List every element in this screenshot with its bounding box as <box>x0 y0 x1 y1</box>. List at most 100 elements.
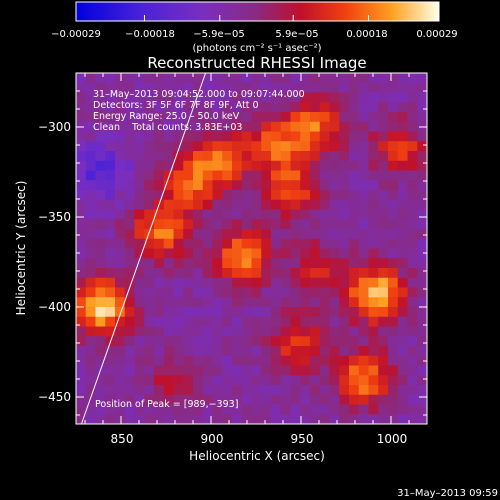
heatmap-cell <box>261 102 272 113</box>
heatmap-cell <box>202 385 214 396</box>
heatmap-cell <box>261 346 272 357</box>
heatmap-cell <box>163 248 175 259</box>
heatmap-cell <box>261 248 272 259</box>
heatmap-cell <box>388 190 399 201</box>
heatmap-cell <box>163 346 175 357</box>
heatmap-cell <box>358 365 370 376</box>
heatmap-cell <box>349 307 360 318</box>
heatmap-cell <box>368 287 379 298</box>
heatmap-cell <box>290 346 301 357</box>
heatmap-cell <box>222 131 233 142</box>
heatmap-cell <box>388 404 399 415</box>
heatmap-cell <box>105 316 116 328</box>
heatmap-cell <box>163 151 175 162</box>
heatmap-cell <box>310 238 321 250</box>
heatmap-cell <box>397 190 409 201</box>
heatmap-cell <box>163 375 175 386</box>
heatmap-cell <box>163 180 175 191</box>
heatmap-cell <box>407 287 418 298</box>
heatmap-cell <box>232 238 243 250</box>
heatmap-cell <box>232 258 243 269</box>
heatmap-cell <box>368 297 379 308</box>
heatmap-cell <box>339 287 350 298</box>
heatmap-cell <box>261 326 272 337</box>
heatmap-cell <box>85 170 97 181</box>
heatmap-cell <box>280 238 292 250</box>
heatmap-cell <box>202 326 214 337</box>
heatmap-cell <box>163 229 175 240</box>
heatmap-cell <box>319 92 331 103</box>
heatmap-cell <box>134 365 145 376</box>
heatmap-cell <box>95 102 106 113</box>
heatmap-cell <box>417 141 427 152</box>
heatmap-cell <box>290 394 301 406</box>
heatmap-cell <box>193 102 204 113</box>
heatmap-cell <box>134 258 145 269</box>
heatmap-cell <box>222 394 233 406</box>
heatmap-cell <box>124 287 136 298</box>
heatmap-cell <box>241 336 253 347</box>
heatmap-cell <box>251 385 262 396</box>
heatmap-cell <box>319 102 331 113</box>
heatmap-cell <box>144 326 155 337</box>
heatmap-cell <box>212 131 223 142</box>
heatmap-cell <box>144 375 155 386</box>
heatmap-cell <box>202 121 214 133</box>
heatmap-cell <box>368 229 379 240</box>
heatmap-cell <box>251 346 262 357</box>
heatmap-cell <box>319 307 331 318</box>
heatmap-cell <box>134 316 145 328</box>
heatmap-cell <box>280 346 292 357</box>
heatmap-cell <box>310 248 321 259</box>
heatmap-cell <box>339 336 350 347</box>
heatmap-cell <box>241 316 253 328</box>
heatmap-cell <box>378 92 389 103</box>
heatmap-cell <box>115 160 126 172</box>
heatmap-cell <box>349 355 360 367</box>
heatmap-cell <box>251 73 262 84</box>
heatmap-cell <box>222 404 233 415</box>
heatmap-cell <box>144 287 155 298</box>
heatmap-cell <box>183 131 194 142</box>
heatmap-cell <box>271 102 282 113</box>
heatmap-cell <box>85 112 97 123</box>
heatmap-cell <box>105 258 116 269</box>
heatmap-cell <box>310 229 321 240</box>
heatmap-cell <box>222 238 233 250</box>
heatmap-cell <box>290 268 301 279</box>
heatmap-cell <box>222 346 233 357</box>
heatmap-cell <box>280 199 292 211</box>
heatmap-cell <box>144 151 155 162</box>
heatmap-cell <box>202 92 214 103</box>
heatmap-cell <box>212 355 223 367</box>
heatmap-cell <box>290 238 301 250</box>
heatmap-cell <box>95 297 106 308</box>
heatmap-cell <box>310 219 321 230</box>
heatmap-cell <box>85 355 97 367</box>
heatmap-cell <box>76 355 87 367</box>
heatmap-cell <box>280 131 292 142</box>
heatmap-cell <box>349 414 360 424</box>
heatmap-cell <box>124 209 136 220</box>
heatmap-cell <box>290 414 301 424</box>
heatmap-cell <box>251 414 262 424</box>
heatmap-cell <box>85 268 97 279</box>
heatmap-cell <box>154 394 165 406</box>
heatmap-cell <box>124 365 136 376</box>
heatmap-cell <box>95 141 106 152</box>
heatmap-cell <box>310 365 321 376</box>
heatmap-cell <box>339 131 350 142</box>
heatmap-cell <box>310 112 321 123</box>
heatmap-cell <box>212 73 223 84</box>
heatmap-cell <box>241 287 253 298</box>
heatmap-cell <box>134 170 145 181</box>
heatmap-cell <box>241 131 253 142</box>
heatmap-cell <box>163 404 175 415</box>
heatmap-cell <box>310 375 321 386</box>
heatmap-cell <box>232 82 243 94</box>
heatmap-cell <box>173 199 184 211</box>
heatmap-cell <box>261 199 272 211</box>
heatmap-cell <box>212 268 223 279</box>
y-tick-label: −300 <box>38 120 71 134</box>
heatmap-cell <box>319 258 331 269</box>
